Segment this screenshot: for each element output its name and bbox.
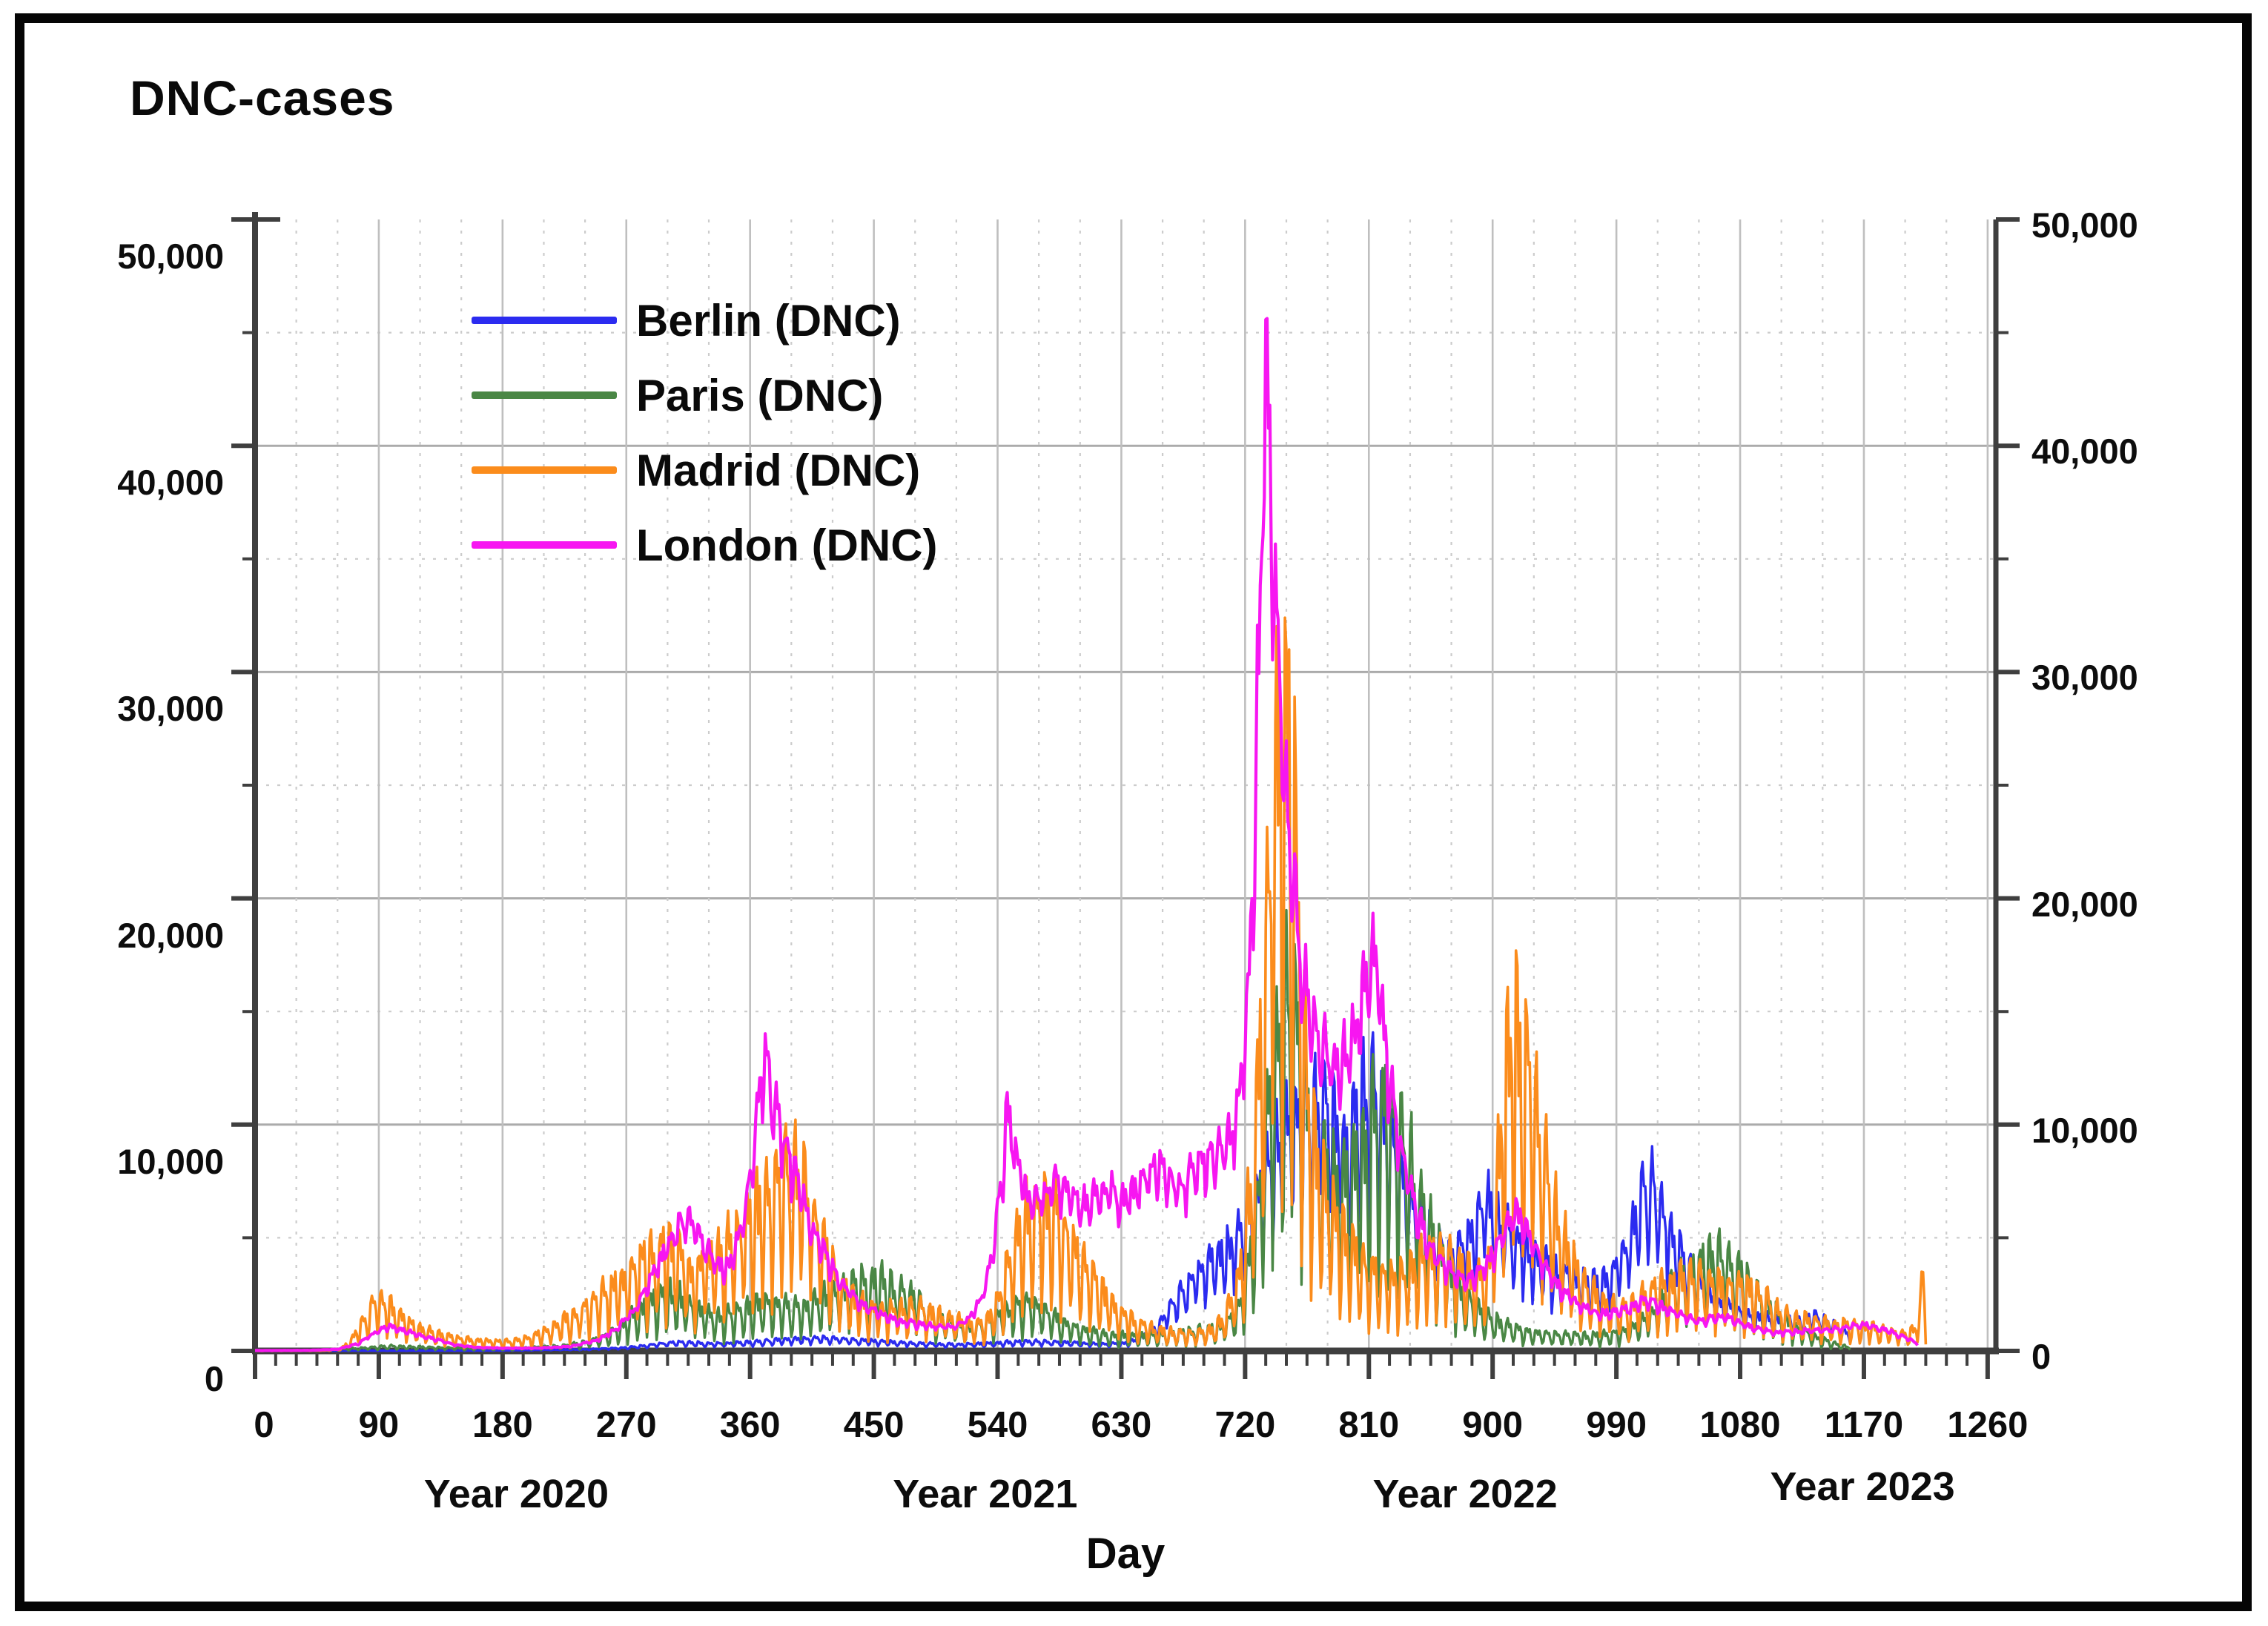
x-axis-label: 720 <box>1214 1405 1276 1445</box>
legend-label: Madrid (DNC) <box>636 445 921 495</box>
x-axis-label: 1170 <box>1824 1405 1904 1445</box>
x-axis-label: 90 <box>358 1405 400 1445</box>
x-axis-label: 540 <box>967 1405 1028 1445</box>
berlin-line-swatch-icon <box>472 317 617 324</box>
y-axis-label-right: 50,000 <box>2031 205 2138 245</box>
legend-label: Paris (DNC) <box>636 370 884 420</box>
x-axis-label: 1260 <box>1947 1405 2029 1445</box>
chart-title: DNC-cases <box>130 70 395 125</box>
year-label: Year 2022 <box>1372 1472 1558 1516</box>
y-axis-label-right: 0 <box>2031 1337 2052 1376</box>
y-axis-label-left: 50,000 <box>117 237 224 276</box>
paris-line-swatch-icon <box>472 391 617 399</box>
year-label: Year 2023 <box>1770 1464 1955 1509</box>
y-axis-label-right: 10,000 <box>2031 1110 2138 1150</box>
legend-label: Berlin (DNC) <box>636 295 901 346</box>
series-line-madrid <box>255 616 1928 1352</box>
figure-border <box>15 13 2252 1611</box>
legend-item-london: London (DNC) <box>472 515 938 575</box>
y-axis-label-right: 30,000 <box>2031 658 2138 698</box>
legend-item-berlin: Berlin (DNC) <box>472 291 901 350</box>
x-axis-label: 810 <box>1338 1405 1400 1445</box>
x-axis-label: 900 <box>1462 1405 1524 1445</box>
year-label: Year 2021 <box>893 1472 1078 1516</box>
y-axis-label-right: 20,000 <box>2031 884 2138 924</box>
y-axis-label-left: 30,000 <box>117 689 224 729</box>
x-axis-label: 180 <box>472 1405 533 1445</box>
series-line-london <box>254 317 1920 1352</box>
year-label: Year 2020 <box>423 1472 609 1516</box>
x-axis-label: 630 <box>1091 1405 1152 1445</box>
y-axis-label-left: 0 <box>204 1359 224 1398</box>
madrid-line-swatch-icon <box>472 466 617 474</box>
y-axis-label-right: 40,000 <box>2031 432 2138 472</box>
london-line-swatch-icon <box>472 541 617 549</box>
x-axis-title: Day <box>1085 1530 1166 1578</box>
y-axis-label-left: 20,000 <box>117 915 224 955</box>
y-axis-label-left: 10,000 <box>117 1141 224 1181</box>
legend-label: London (DNC) <box>636 520 938 570</box>
y-axis-label-left: 40,000 <box>117 463 224 503</box>
x-axis-label: 1080 <box>1699 1405 1781 1445</box>
x-axis-label: 990 <box>1586 1405 1647 1445</box>
legend-item-paris: Paris (DNC) <box>472 366 883 425</box>
x-axis-label: 270 <box>595 1405 657 1445</box>
legend-item-madrid: Madrid (DNC) <box>472 440 920 500</box>
x-axis-label: 450 <box>843 1405 905 1445</box>
x-axis-label: 360 <box>719 1405 781 1445</box>
x-axis-label: 0 <box>254 1405 274 1445</box>
